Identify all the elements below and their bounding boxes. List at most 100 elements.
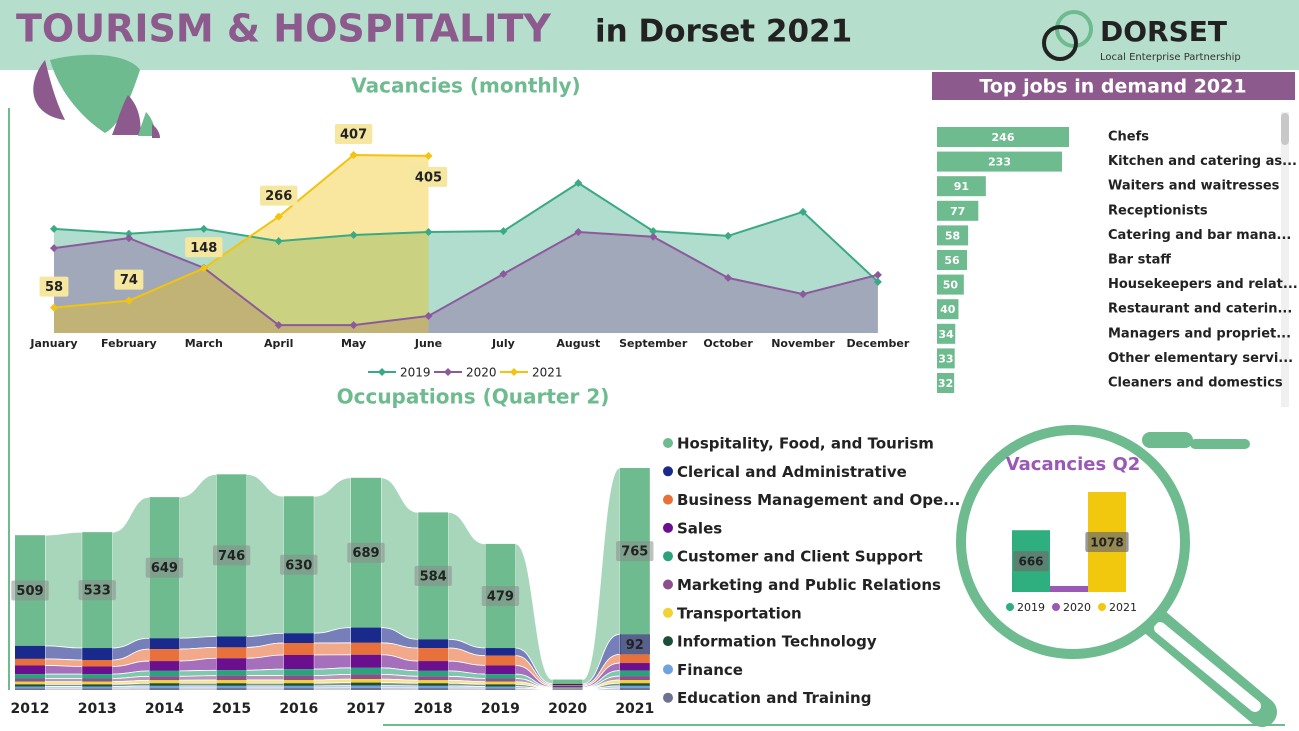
legend-label: Hospitality, Food, and Tourism: [677, 435, 934, 453]
marker: [50, 224, 58, 233]
q2-title: Vacancies Q2: [1006, 454, 1141, 475]
column-segment: [15, 681, 45, 685]
data-label: 1078: [1090, 536, 1123, 550]
legend-dot: [663, 466, 673, 477]
legend-label: 2020: [1063, 601, 1091, 614]
line: [53, 153, 429, 309]
ribbon: [179, 679, 217, 684]
data-label: 765: [621, 545, 648, 560]
data-label-box: [11, 580, 49, 601]
marker: [424, 151, 433, 160]
marker: [349, 321, 358, 330]
column-segment: [149, 683, 180, 686]
column-segment: [82, 678, 113, 682]
bar-label: 33: [938, 352, 953, 365]
marker: [424, 311, 433, 320]
ribbon: [44, 687, 83, 691]
legend-dot: [663, 636, 673, 647]
legend-dot: [1098, 603, 1106, 611]
x-tick-label: December: [847, 337, 910, 350]
bar-label: 40: [940, 303, 956, 316]
area: [54, 182, 878, 333]
bar-label: 50: [943, 279, 959, 292]
marker: [274, 237, 283, 246]
column-segment: [485, 674, 516, 679]
column-segment: [619, 688, 650, 690]
x-tick-label: 2012: [11, 701, 50, 717]
data-label-box: [334, 124, 373, 144]
data-label: 266: [265, 189, 292, 204]
marker: [349, 151, 358, 159]
column-segment: [485, 681, 516, 685]
bar-label: 34: [938, 328, 954, 341]
marker: [499, 227, 508, 236]
marker: [799, 207, 807, 216]
logo-icon: [1042, 10, 1093, 61]
legend-label: Clerical and Administrative: [677, 463, 907, 481]
ribbon: [44, 673, 83, 679]
column-segment: [283, 654, 314, 670]
column-segment: [619, 683, 650, 686]
bar: [937, 323, 956, 344]
x-tick-label: 2015: [212, 701, 251, 717]
category-label: Managers and propriet...: [1108, 326, 1291, 341]
x-tick-label: 2019: [481, 701, 520, 717]
scrollbar-track: [1281, 112, 1289, 407]
column-segment: [418, 688, 449, 690]
ribbon: [246, 687, 285, 691]
bar: [1050, 585, 1088, 592]
marker: [349, 231, 358, 240]
x-tick-label: August: [556, 337, 600, 350]
logo-tagline: Local Enterprise Partnership: [1100, 52, 1241, 63]
x-tick-label: March: [185, 337, 223, 350]
column-segment: [216, 658, 247, 671]
column-segment: [418, 661, 449, 671]
column-segment: [82, 684, 113, 687]
column-segment: [351, 674, 381, 680]
column-segment: [82, 648, 113, 660]
marker: [799, 290, 807, 299]
column-segment: [82, 674, 113, 679]
ribbon: [313, 654, 352, 670]
column-segment: [82, 686, 113, 689]
line: [53, 230, 879, 327]
scrollbar-thumb[interactable]: [1281, 113, 1289, 145]
legend-label: Customer and Client Support: [677, 548, 923, 566]
bar: [937, 348, 955, 369]
header-band: [0, 0, 1299, 70]
marker: [574, 227, 583, 236]
column-segment: [15, 678, 45, 682]
x-tick-label: October: [703, 337, 753, 350]
x-tick-label: 2021: [615, 701, 654, 717]
category-label: Bar staff: [1108, 253, 1171, 268]
bar-label: 58: [945, 229, 960, 242]
ribbon: [179, 687, 217, 691]
legend-dot: [663, 438, 673, 448]
ribbon: [111, 687, 150, 691]
legend-dot: [663, 551, 673, 562]
x-tick-label: September: [619, 337, 688, 350]
column-segment: [351, 679, 381, 683]
data-label-box: [185, 237, 223, 258]
data-label: 630: [285, 558, 312, 573]
column-segment: [485, 688, 516, 690]
column-segment: [149, 670, 180, 677]
legend-label: Finance: [677, 661, 743, 679]
column-segment: [82, 688, 113, 690]
column-segment: [418, 683, 449, 686]
column-segment: [552, 684, 583, 687]
area: [54, 155, 429, 333]
legend-label: Education and Training: [677, 689, 871, 707]
jobs-header: [932, 72, 1295, 100]
jobs-title: Top jobs in demand 2021: [979, 76, 1246, 98]
x-tick-label: 2018: [414, 701, 453, 717]
x-tick-label: May: [341, 337, 366, 350]
data-label-box: [481, 585, 520, 606]
category-label: Restaurant and caterin...: [1108, 302, 1292, 317]
column-segment: [351, 682, 381, 686]
legend-label: 2019: [400, 366, 431, 380]
data-label: 746: [218, 549, 245, 564]
ribbon: [179, 675, 217, 681]
column-segment: [552, 687, 583, 688]
column-segment: [418, 685, 449, 689]
